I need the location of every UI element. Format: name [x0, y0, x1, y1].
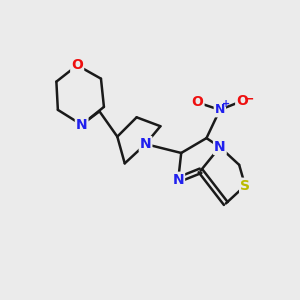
Text: O: O [236, 94, 248, 108]
Text: N: N [172, 173, 184, 187]
Text: N: N [140, 137, 152, 151]
Text: O: O [71, 58, 83, 72]
Text: N: N [215, 103, 225, 116]
Text: S: S [240, 179, 250, 193]
Text: N: N [214, 140, 226, 154]
Text: −: − [243, 93, 254, 106]
Text: O: O [192, 95, 203, 110]
Text: N: N [76, 118, 88, 132]
Text: +: + [222, 99, 230, 109]
